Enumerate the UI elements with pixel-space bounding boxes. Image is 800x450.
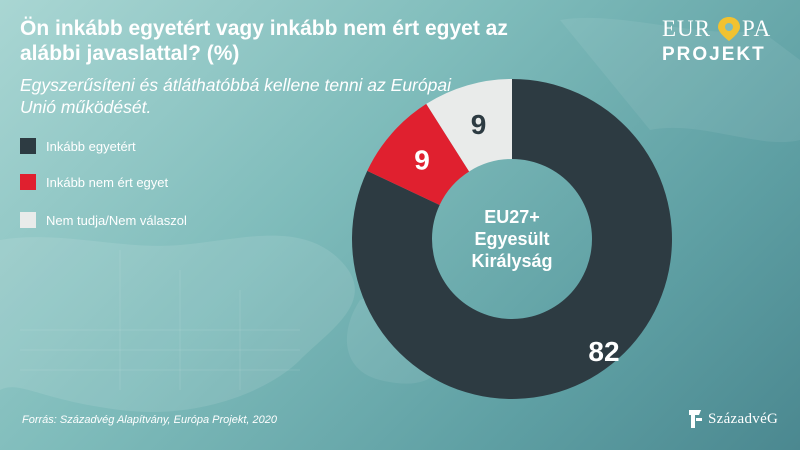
legend-label-disagree: Inkább nem ért egyet bbox=[46, 174, 169, 190]
legend-item-agree: Inkább egyetért bbox=[20, 136, 136, 156]
donut-slice-agree bbox=[351, 79, 672, 399]
szazadveg-emblem-icon bbox=[689, 410, 702, 428]
donut-center-label-line: EU27+ bbox=[484, 207, 540, 227]
donut-center-label-line: Királyság bbox=[471, 251, 552, 271]
legend-swatch-disagree bbox=[20, 174, 36, 190]
legend-swatch-dont-know bbox=[20, 212, 36, 228]
europa-logo-subtext: PROJEKT bbox=[662, 44, 766, 65]
legend-label-dont-know: Nem tudja/Nem válaszol bbox=[46, 212, 187, 228]
donut-slice-disagree bbox=[367, 103, 470, 205]
donut-value-label-agree: 82 bbox=[588, 336, 619, 367]
europa-logo-text-start: EUR bbox=[662, 16, 711, 41]
donut-slice-dont-know bbox=[426, 79, 512, 172]
source-note: Forrás: Századvég Alapítvány, Európa Pro… bbox=[22, 414, 277, 426]
donut-center-label-line: Egyesült bbox=[474, 229, 549, 249]
legend-swatch-agree bbox=[20, 138, 36, 154]
donut-value-label-dont-know: 9 bbox=[471, 109, 487, 140]
legend-item-disagree: Inkább nem ért egyet bbox=[20, 172, 168, 192]
europa-projekt-logo: EUR PA PROJEKT bbox=[662, 16, 771, 65]
szazadveg-logo-text: SzázadvéG bbox=[708, 410, 779, 427]
europa-logo-text-end: PA bbox=[742, 16, 771, 41]
chart-title: Ön inkább egyetért vagy inkább nem ért e… bbox=[20, 17, 508, 65]
chart-subtitle: Egyszerűsíteni és átláthatóbbá kellene t… bbox=[20, 75, 451, 117]
szazadveg-logo: SzázadvéG bbox=[686, 408, 778, 430]
legend-label-agree: Inkább egyetért bbox=[46, 138, 136, 154]
donut-value-label-disagree: 9 bbox=[414, 145, 430, 176]
legend-item-dont-know: Nem tudja/Nem válaszol bbox=[20, 210, 187, 230]
map-pin-icon bbox=[718, 17, 740, 41]
